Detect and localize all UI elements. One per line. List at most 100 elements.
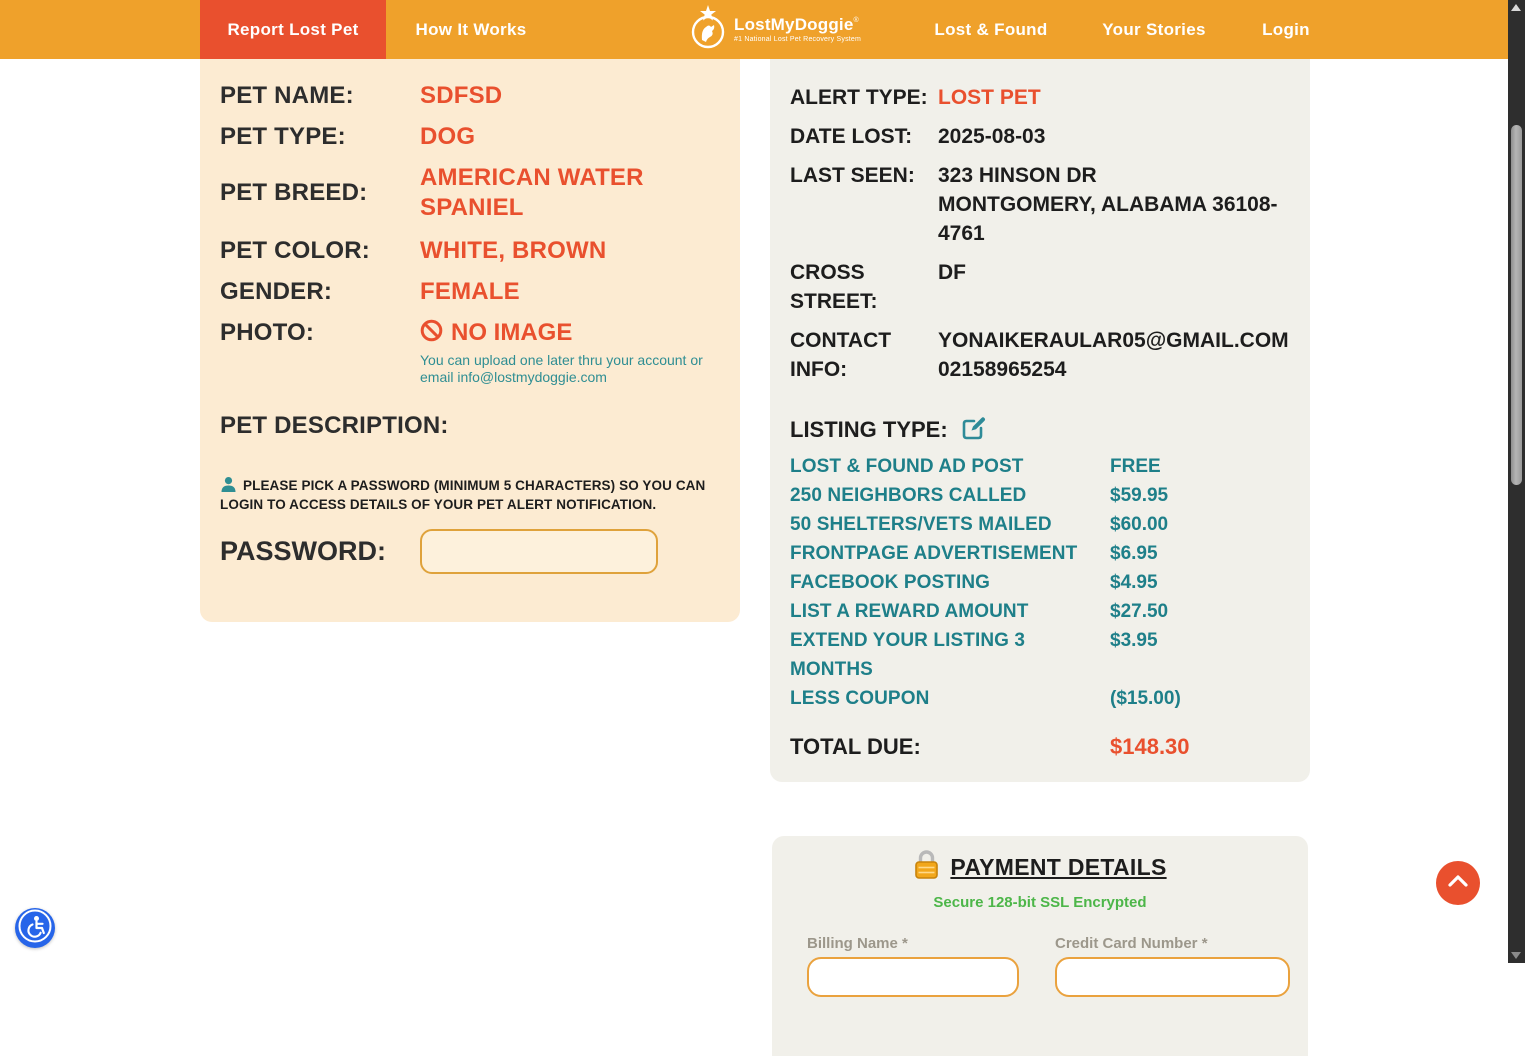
alert-type-row: ALERT TYPE: LOST PET	[790, 83, 1290, 112]
alert-type-value: LOST PET	[938, 86, 1041, 109]
line-item-label: LIST A REWARD AMOUNT	[790, 601, 1029, 622]
pet-name-row: PET NAME: SDFSD	[220, 81, 712, 111]
line-item-label: 50 SHELTERS/VETS MAILED	[790, 514, 1052, 535]
lostmydoggie-logo-icon	[688, 4, 728, 55]
alert-type-label: ALERT TYPE:	[790, 86, 928, 109]
date-lost-value: 2025-08-03	[938, 125, 1046, 148]
password-input[interactable]	[420, 529, 658, 574]
alert-details-panel: ALERT TYPE: LOST PET DATE LOST: 2025-08-…	[770, 59, 1310, 782]
line-item-label: LESS COUPON	[790, 688, 930, 709]
listing-type-row: LISTING TYPE:	[790, 414, 1290, 446]
line-item: LIST A REWARD AMOUNT $27.50	[790, 597, 1290, 626]
line-item-price: $6.95	[1110, 543, 1158, 564]
line-item: LESS COUPON ($15.00)	[790, 684, 1290, 713]
line-item-label: FRONTPAGE ADVERTISEMENT	[790, 543, 1078, 564]
vertical-scrollbar[interactable]	[1508, 0, 1525, 963]
line-item: 250 NEIGHBORS CALLED $59.95	[790, 481, 1290, 510]
pet-name-value: SDFSD	[420, 82, 503, 109]
pet-color-value: WHITE, BROWN	[420, 237, 607, 264]
pet-breed-label: PET BREED:	[220, 179, 368, 206]
nav-login[interactable]: Login	[1248, 0, 1324, 59]
date-lost-row: DATE LOST: 2025-08-03	[790, 122, 1290, 151]
line-item-price: ($15.00)	[1110, 688, 1181, 709]
password-note-text: PLEASE PICK A PASSWORD (MINIMUM 5 CHARAC…	[220, 478, 706, 512]
line-item-price: $59.95	[1110, 485, 1169, 506]
pet-type-value: DOG	[420, 123, 476, 150]
scrollbar-down-arrow[interactable]	[1511, 952, 1521, 959]
payment-form: Billing Name * Credit Card Number *	[772, 935, 1308, 1015]
edit-pencil-icon	[960, 414, 987, 446]
nav-lost-and-found[interactable]: Lost & Found	[928, 0, 1054, 59]
nav-how-it-works[interactable]: How It Works	[400, 0, 542, 59]
lostmydoggie-logo[interactable]: LostMyDoggie ® #1 National Lost Pet Reco…	[688, 0, 861, 59]
listing-type-label: LISTING TYPE:	[790, 417, 948, 442]
pet-photo-label: PHOTO:	[220, 319, 315, 346]
pet-breed-value: AMERICAN WATER SPANIEL	[420, 164, 644, 221]
pet-color-label: PET COLOR:	[220, 237, 370, 264]
line-item-price: $27.50	[1110, 601, 1169, 622]
cross-street-row: CROSS STREET: DF	[790, 258, 1290, 316]
pet-gender-value: FEMALE	[420, 278, 520, 305]
pet-photo-row: PHOTO: NO IMAGE You can upload one later…	[220, 318, 712, 386]
line-item-price: FREE	[1110, 456, 1161, 477]
accessibility-button[interactable]	[15, 908, 55, 948]
pet-breed-row: PET BREED: AMERICAN WATER SPANIEL	[220, 163, 712, 223]
chevron-up-icon	[1447, 874, 1469, 893]
total-due-value: $148.30	[1110, 734, 1190, 759]
line-item: FRONTPAGE ADVERTISEMENT $6.95	[790, 539, 1290, 568]
pet-type-label: PET TYPE:	[220, 123, 346, 150]
contact-info-row: CONTACT INFO: YONAIKERAULAR05@GMAIL.COM …	[790, 326, 1290, 384]
last-seen-label: LAST SEEN:	[790, 164, 915, 187]
nav-label: Report Lost Pet	[227, 19, 359, 39]
no-image-icon	[420, 319, 443, 347]
credit-card-input[interactable]	[1055, 957, 1290, 997]
password-row: PASSWORD:	[220, 529, 712, 574]
line-item: FACEBOOK POSTING $4.95	[790, 568, 1290, 597]
contact-info-label: CONTACT INFO:	[790, 329, 892, 381]
password-note: PLEASE PICK A PASSWORD (MINIMUM 5 CHARAC…	[220, 476, 712, 513]
logo-tagline: #1 National Lost Pet Recovery System	[734, 36, 862, 43]
line-item-price: $4.95	[1110, 572, 1158, 593]
pet-details-panel: PET NAME: SDFSD PET TYPE: DOG PET BREED:…	[200, 59, 740, 622]
line-item-price: $3.95	[1110, 630, 1158, 651]
cross-street-value: DF	[938, 261, 966, 284]
payment-title-row: PAYMENT DETAILS	[772, 849, 1308, 886]
payment-details-panel: PAYMENT DETAILS Secure 128-bit SSL Encry…	[772, 836, 1308, 1056]
pet-type-row: PET TYPE: DOG	[220, 122, 712, 152]
logo-text: LostMyDoggie ® #1 National Lost Pet Reco…	[734, 16, 861, 43]
date-lost-label: DATE LOST:	[790, 125, 913, 148]
total-due-label: TOTAL DUE:	[790, 734, 921, 759]
nav-your-stories[interactable]: Your Stories	[1094, 0, 1214, 59]
scrollbar-up-arrow[interactable]	[1511, 4, 1521, 11]
scroll-to-top-button[interactable]	[1436, 861, 1480, 905]
edit-listing-button[interactable]	[960, 414, 987, 446]
logo-title: LostMyDoggie	[734, 15, 854, 34]
pet-name-label: PET NAME:	[220, 82, 354, 109]
no-image-block: NO IMAGE You can upload one later thru y…	[420, 318, 715, 386]
logo-trademark: ®	[853, 17, 859, 24]
no-image-text: NO IMAGE	[451, 319, 573, 346]
line-item-label: 250 NEIGHBORS CALLED	[790, 485, 1027, 506]
line-item: EXTEND YOUR LISTING 3 MONTHS $3.95	[790, 626, 1290, 684]
top-navigation: Report Lost Pet How It Works LostMyDoggi…	[0, 0, 1508, 59]
pet-gender-label: GENDER:	[220, 278, 333, 305]
accessibility-wheelchair-icon	[15, 906, 55, 951]
credit-card-label: Credit Card Number *	[1055, 935, 1208, 952]
cross-street-label: CROSS STREET:	[790, 261, 878, 313]
last-seen-row: LAST SEEN: 323 HINSON DR MONTGOMERY, ALA…	[790, 161, 1290, 248]
upload-note: You can upload one later thru your accou…	[420, 352, 703, 385]
payment-title: PAYMENT DETAILS	[950, 854, 1167, 880]
billing-name-label: Billing Name *	[807, 935, 908, 952]
billing-name-input[interactable]	[807, 957, 1019, 997]
pet-description-label: PET DESCRIPTION:	[220, 412, 449, 439]
line-item-label: LOST & FOUND AD POST	[790, 456, 1024, 477]
ssl-note: Secure 128-bit SSL Encrypted	[933, 894, 1147, 911]
pet-gender-row: GENDER: FEMALE	[220, 277, 712, 307]
nav-label: Lost & Found	[934, 19, 1048, 39]
scrollbar-thumb[interactable]	[1511, 125, 1522, 485]
contact-info-value: YONAIKERAULAR05@GMAIL.COM 02158965254	[938, 329, 1289, 381]
last-seen-value: 323 HINSON DR MONTGOMERY, ALABAMA 36108-…	[938, 164, 1278, 245]
line-item: 50 SHELTERS/VETS MAILED $60.00	[790, 510, 1290, 539]
nav-report-lost-pet[interactable]: Report Lost Pet	[200, 0, 386, 59]
person-icon	[220, 476, 237, 497]
